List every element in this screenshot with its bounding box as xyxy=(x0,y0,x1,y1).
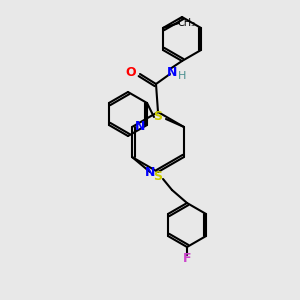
Text: H: H xyxy=(178,71,186,81)
Text: N: N xyxy=(167,65,177,79)
Text: F: F xyxy=(183,253,191,266)
Text: CH₃: CH₃ xyxy=(178,18,196,28)
Text: N: N xyxy=(145,166,155,178)
Text: S: S xyxy=(154,169,163,182)
Text: O: O xyxy=(126,65,136,79)
Text: N: N xyxy=(135,121,146,134)
Text: S: S xyxy=(154,110,163,122)
